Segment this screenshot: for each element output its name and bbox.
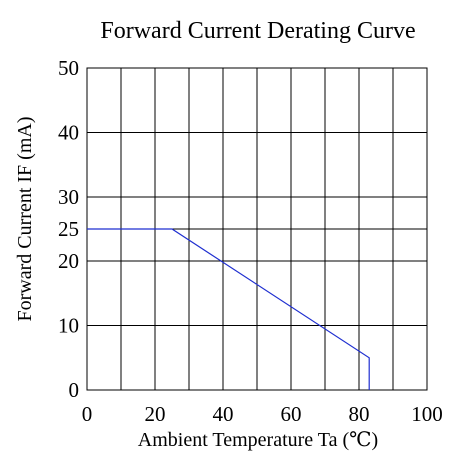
x-tick-labels: 0 20 40 60 80 100 [82, 402, 443, 426]
x-axis-label: Ambient Temperature Ta (℃) [138, 429, 378, 451]
y-tick-label: 50 [58, 56, 79, 80]
y-tick-label: 0 [69, 378, 80, 402]
x-tick-label: 0 [82, 402, 93, 426]
x-tick-label: 80 [349, 402, 370, 426]
x-tick-label: 20 [145, 402, 166, 426]
y-tick-label: 20 [58, 249, 79, 273]
y-tick-label: 25 [58, 217, 79, 241]
y-tick-label: 10 [58, 314, 79, 338]
derating-series-line [87, 228, 370, 390]
x-tick-label: 60 [281, 402, 302, 426]
x-tick-label: 100 [411, 402, 443, 426]
y-tick-labels: 0 10 20 25 30 40 50 [58, 56, 79, 402]
x-tick-label: 40 [213, 402, 234, 426]
series-group [87, 228, 370, 390]
y-tick-label: 30 [58, 185, 79, 209]
y-axis-label: Forward Current IF (mA) [14, 117, 36, 322]
y-tick-label: 40 [58, 120, 79, 144]
chart-title: Forward Current Derating Curve [100, 18, 415, 44]
